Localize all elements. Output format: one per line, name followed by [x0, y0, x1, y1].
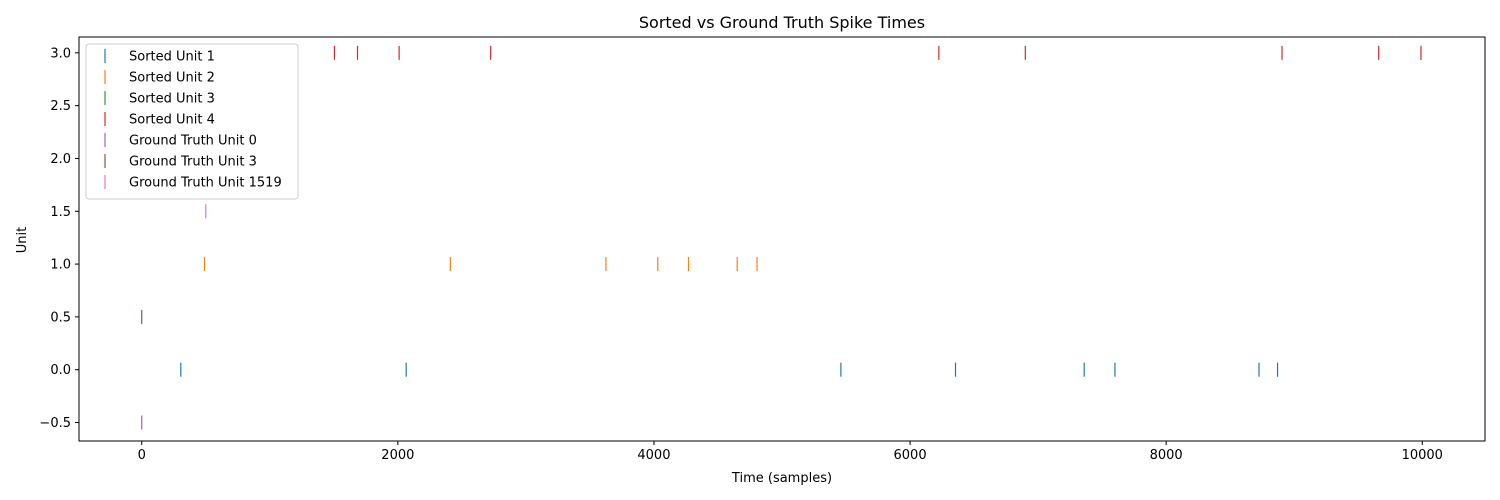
y-tick-label: 1.5 [50, 205, 71, 220]
legend-entry-label: Ground Truth Unit 1519 [129, 176, 282, 191]
x-tick-label: 0 [138, 448, 146, 463]
y-tick-label: 1.0 [50, 258, 71, 273]
y-tick-label: 3.0 [50, 46, 71, 61]
x-tick-label: 2000 [381, 448, 414, 463]
spike-marks [141, 45, 1422, 430]
legend: Sorted Unit 1 Sorted Unit 2 Sorted Unit 3 S… [85, 43, 299, 200]
legend-box [85, 43, 299, 200]
y-tick-label: 0.5 [50, 310, 71, 325]
x-tick-label: 8000 [1150, 448, 1183, 463]
legend-entry-label: Sorted Unit 2 [129, 71, 215, 86]
chart-title: Sorted vs Ground Truth Spike Times [639, 13, 925, 32]
axis-ticks: 0 2000 4000 6000 8000 10000 −0.5 0.0 0.5 1.0 1.5 2.… [39, 46, 1443, 463]
x-tick-label: 10000 [1402, 448, 1443, 463]
legend-entry-label: Sorted Unit 1 [129, 50, 215, 65]
y-axis-label: Unit [15, 227, 30, 253]
legend-entry-label: Sorted Unit 4 [129, 113, 215, 128]
legend-entry-label: Ground Truth Unit 0 [129, 134, 257, 149]
x-tick-label: 6000 [894, 448, 927, 463]
y-tick-label: −0.5 [39, 416, 71, 431]
x-tick-label: 4000 [637, 448, 670, 463]
x-axis-label: Time (samples) [731, 471, 832, 486]
legend-entry-label: Sorted Unit 3 [129, 92, 215, 107]
plot-area-frame [78, 36, 1486, 442]
y-tick-label: 2.5 [50, 99, 71, 114]
y-tick-label: 0.0 [50, 363, 71, 378]
legend-entry-label: Ground Truth Unit 3 [129, 155, 257, 170]
y-tick-label: 2.0 [50, 152, 71, 167]
